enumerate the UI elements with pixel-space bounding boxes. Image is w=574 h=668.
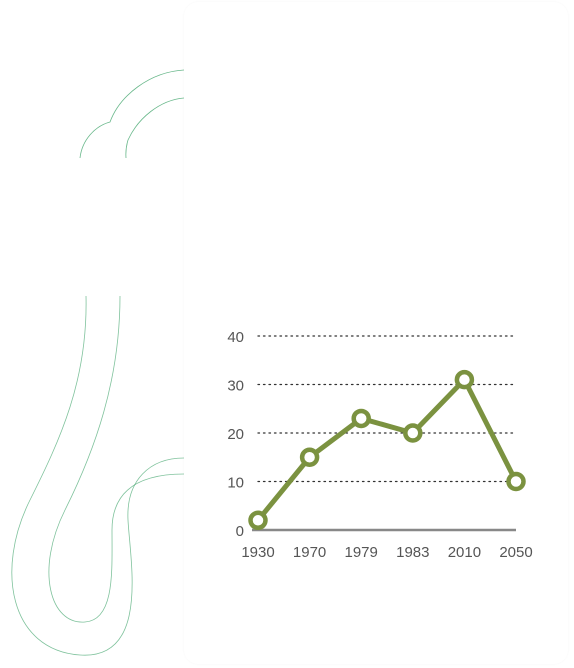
data-point-1930 <box>248 510 268 531</box>
data-point-2010 <box>454 369 475 390</box>
data-point-1970 <box>299 447 320 467</box>
swirl-lower-inner <box>48 295 185 623</box>
x-tick-label-1979: 1979 <box>345 544 378 561</box>
y-tick-label-40: 40 <box>227 329 244 346</box>
y-tick-label-30: 30 <box>227 378 244 395</box>
y-tick-label-20: 20 <box>227 426 244 443</box>
data-point-1983 <box>403 423 423 443</box>
x-tick-label-2010: 2010 <box>448 544 481 561</box>
x-tick-label-2050: 2050 <box>499 544 532 561</box>
y-tick-label-10: 10 <box>227 475 244 492</box>
swirl-lower-outer <box>11 295 185 656</box>
swirl-inner-curve <box>125 97 185 159</box>
x-tick-label-1930: 1930 <box>241 544 274 561</box>
chart-card <box>184 2 568 664</box>
x-tick-label-1970: 1970 <box>293 544 326 561</box>
series-line <box>255 377 519 523</box>
data-point-1979 <box>351 408 371 429</box>
y-tick-label-0: 0 <box>236 523 244 540</box>
x-tick-label-1983: 1983 <box>396 544 429 561</box>
data-point-2050 <box>506 471 526 492</box>
swirl-outer-curve <box>79 69 185 159</box>
